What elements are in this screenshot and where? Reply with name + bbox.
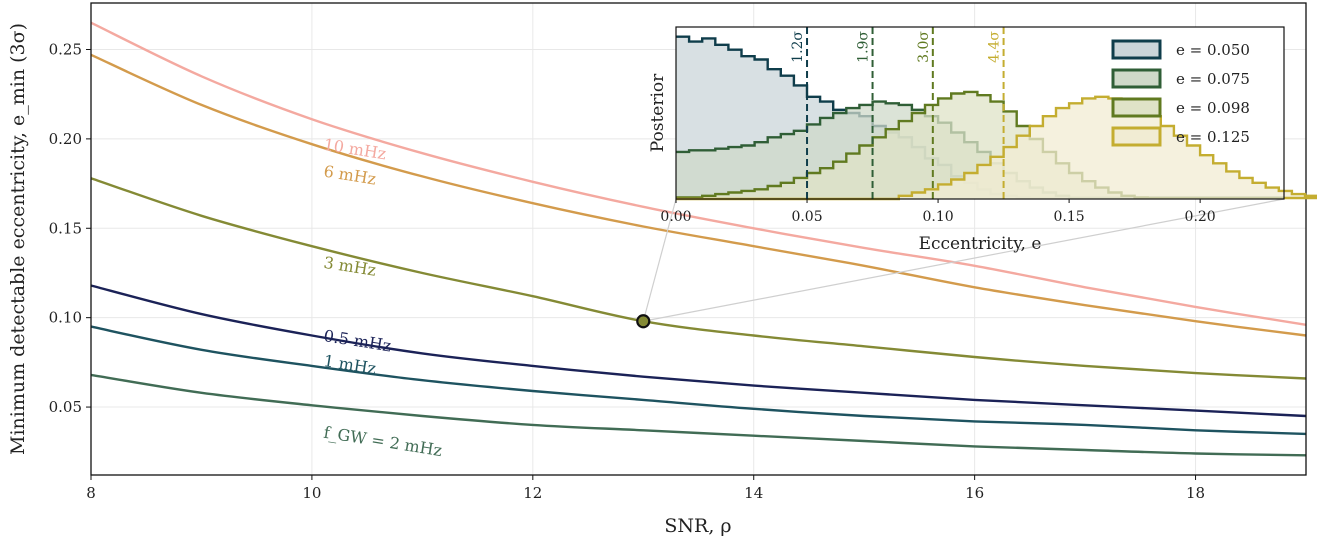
inset-x-label: Eccentricity, e xyxy=(919,234,1042,254)
inset-threshold-lines: 1.2σ 1.9σ 3.0σ 4.4σ xyxy=(790,27,1005,199)
x-tick-label: 10 xyxy=(302,484,321,502)
legend-swatch xyxy=(1111,126,1162,147)
curve-label: f_GW = 2 mHz xyxy=(322,423,443,460)
y-tick-label: 0.20 xyxy=(49,130,82,148)
curve-label: 0.5 mHz xyxy=(322,326,392,355)
x-tick-label: 18 xyxy=(1186,484,1205,502)
inset-x-tick-label: 0.15 xyxy=(1054,209,1085,225)
inset-chart: 1.2σ 1.9σ 3.0σ 4.4σ 0.00 0.05 0.10 0.15 0.20 Ec… xyxy=(648,26,1317,254)
x-tick-label: 14 xyxy=(744,484,763,502)
sigma-label: 4.4σ xyxy=(987,31,1003,63)
main-plot-frame xyxy=(90,2,1307,476)
inset-frame xyxy=(675,26,1285,200)
y-tick-label: 0.05 xyxy=(49,398,82,416)
inset-connector-lines xyxy=(642,198,1285,322)
legend-label: e = 0.050 xyxy=(1176,41,1250,59)
series-line xyxy=(90,53,1307,337)
x-tick-label: 16 xyxy=(965,484,984,502)
x-tick-label: 8 xyxy=(86,484,96,502)
sigma-label: 1.2σ xyxy=(790,31,806,63)
inset-y-label: Posterior xyxy=(648,73,668,152)
x-axis-label: SNR, ρ xyxy=(664,515,731,537)
legend-swatch xyxy=(1111,97,1162,118)
series-line xyxy=(90,325,1307,436)
legend-label: e = 0.098 xyxy=(1176,99,1250,117)
inset-x-tick-label: 0.10 xyxy=(922,209,953,225)
curve-label: 3 mHz xyxy=(322,253,377,280)
inset-x-tick-label: 0.00 xyxy=(660,209,691,225)
y-tick-label: 0.10 xyxy=(49,309,82,327)
highlight-marker xyxy=(636,314,651,329)
legend-swatch xyxy=(1111,68,1162,89)
legend-swatch xyxy=(1111,39,1162,60)
inset-x-tick-label: 0.05 xyxy=(791,209,822,225)
main-series xyxy=(90,21,1307,457)
main-ticks: 8 10 12 14 16 18 0.05 0.10 0.15 0.20 0.25 xyxy=(49,40,1205,502)
series-line xyxy=(90,373,1307,457)
series-line xyxy=(90,21,1307,326)
inset-legend: e = 0.050 e = 0.075 e = 0.098 e = 0.125 xyxy=(1111,39,1250,147)
curve-label: 1 mHz xyxy=(322,351,377,378)
x-tick-label: 12 xyxy=(523,484,542,502)
y-axis-label: Minimum detectable eccentricity, e_min (… xyxy=(7,23,29,455)
sigma-label: 1.9σ xyxy=(856,31,872,63)
histogram-fill xyxy=(676,96,1317,199)
connector-line xyxy=(642,198,677,322)
legend-label: e = 0.075 xyxy=(1176,70,1250,88)
sigma-label: 3.0σ xyxy=(916,31,932,63)
y-tick-label: 0.25 xyxy=(49,40,82,58)
inset-ticks: 0.00 0.05 0.10 0.15 0.20 xyxy=(660,199,1216,225)
inset-x-tick-label: 0.20 xyxy=(1185,209,1216,225)
legend-label: e = 0.125 xyxy=(1176,128,1250,146)
connector-line xyxy=(643,198,1285,322)
curve-label: 6 mHz xyxy=(322,162,377,189)
series-line xyxy=(90,284,1307,418)
y-tick-label: 0.15 xyxy=(49,219,82,237)
series-line xyxy=(90,177,1307,380)
highlight-point xyxy=(636,314,651,329)
